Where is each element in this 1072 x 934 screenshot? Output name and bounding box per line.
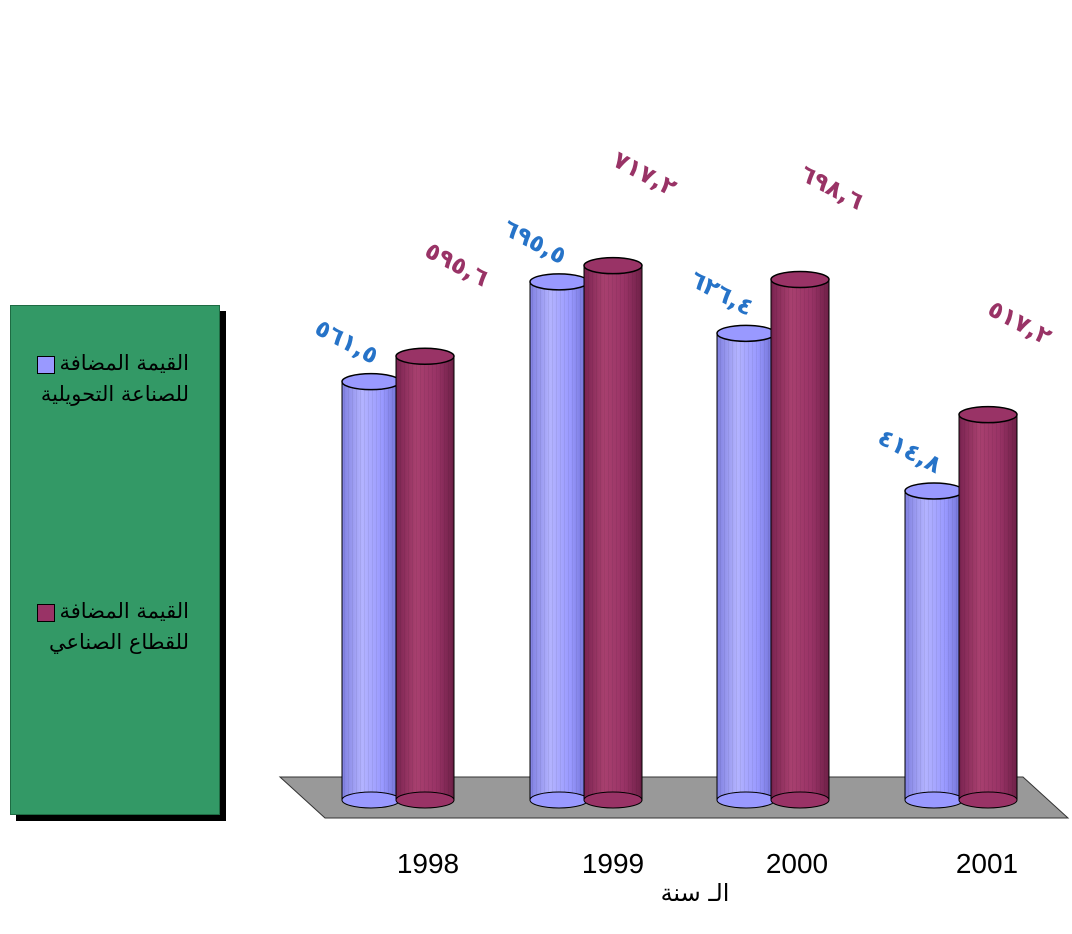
data-label-1999-series-2: ٧١٧,٢	[608, 145, 681, 202]
data-label-1999-series-1: ٦٩٥,٥	[498, 214, 571, 271]
bar-1999-series-1	[529, 273, 589, 809]
x-tick-2000: 2000	[766, 848, 828, 879]
x-axis-title: الـ سنة	[661, 879, 730, 907]
bar-2000-series-1	[716, 324, 776, 809]
data-label-1998-series-1: ٥٦١,٥	[310, 313, 383, 370]
x-tick-1999: 1999	[582, 848, 644, 879]
legend-label-industrial: القيمة المضافة للقطاع الصناعي	[48, 599, 189, 654]
bars-layer	[341, 256, 1018, 809]
data-label-2001-series-1: ٤١٤,٨	[873, 423, 946, 480]
data-label-1998-series-2: ٥٩٥,٦	[420, 236, 493, 293]
data-label-2000-series-2: ٦٩٨,٦	[795, 159, 868, 216]
bar-2000-series-2	[770, 270, 830, 809]
x-tick-labels: 1998 1999 2000 2001	[397, 848, 1018, 879]
data-label-2000-series-1: ٦٢٦,٤	[685, 265, 758, 322]
bar-1998-series-1	[341, 372, 401, 809]
data-label-2001-series-2: ٥١٧,٢	[983, 294, 1056, 351]
legend-swatch-manufacturing	[37, 356, 55, 374]
x-tick-2001: 2001	[956, 848, 1018, 879]
legend-swatch-industrial	[37, 604, 55, 622]
legend: القيمة المضافة للصناعة التحويلية القيمة …	[10, 305, 220, 815]
bar-1998-series-2	[395, 347, 455, 809]
bar-2001-series-1	[904, 482, 964, 809]
x-tick-1998: 1998	[397, 848, 459, 879]
legend-label-manufacturing: القيمة المضافة للصناعة التحويلية	[40, 351, 189, 406]
bar-2001-series-2	[958, 405, 1018, 809]
bar-1999-series-2	[583, 256, 643, 809]
